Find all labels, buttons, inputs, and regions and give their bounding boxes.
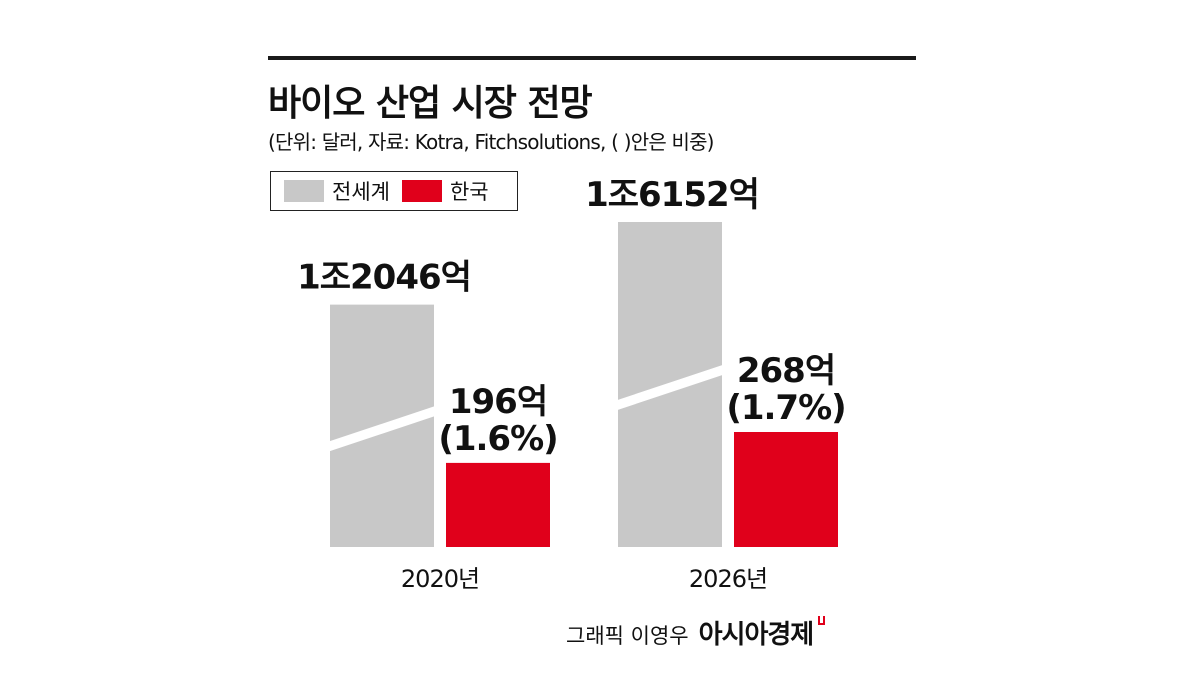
- label-korea-1: 268억: [737, 351, 835, 391]
- category-label-0: 2020년: [401, 565, 479, 593]
- bar-korea-1: [734, 432, 838, 547]
- publisher-logo-text: 아시아경제: [698, 620, 815, 650]
- share-korea-0: (1.6%): [438, 419, 557, 459]
- credit-text: 그래픽 이영우: [566, 624, 689, 648]
- publisher-logo: 아시아경제: [699, 614, 826, 651]
- share-korea-1: (1.7%): [726, 388, 845, 428]
- legend: 전세계 한국: [270, 171, 518, 211]
- legend-label-world: 전세계: [332, 180, 390, 204]
- chart-subtitle: (단위: 달러, 자료: Kotra, Fitchsolutions, ( )안…: [268, 130, 714, 154]
- category-label-1: 2026년: [689, 565, 767, 593]
- logo-mark-icon: [818, 616, 826, 625]
- legend-swatch-korea: [401, 180, 442, 202]
- legend-item-world: 전세계: [284, 176, 390, 206]
- top-rule: [268, 56, 916, 60]
- label-world-1: 1조6152억: [585, 175, 759, 215]
- chart-title: 바이오 산업 시장 전망: [268, 83, 593, 124]
- axis-break-1: [616, 364, 724, 411]
- label-korea-0: 196억: [449, 382, 547, 422]
- axis-break-0: [328, 405, 436, 452]
- bar-korea-0: [446, 462, 550, 547]
- label-world-0: 1조2046억: [297, 258, 471, 298]
- credit: 그래픽 이영우 아시아경제: [566, 614, 826, 651]
- legend-swatch-world: [284, 180, 324, 202]
- legend-item-korea: 한국: [401, 176, 489, 206]
- legend-label-korea: 한국: [449, 180, 489, 204]
